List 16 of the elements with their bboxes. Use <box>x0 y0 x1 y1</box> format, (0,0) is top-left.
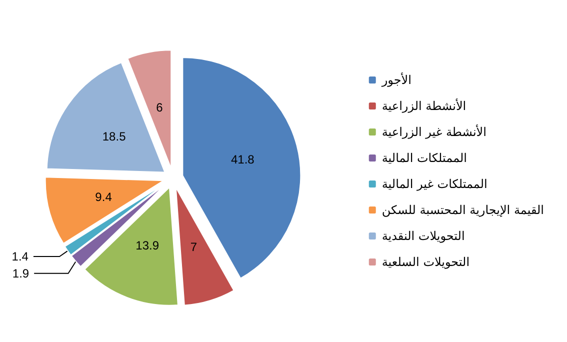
legend-label: التحويلات السلعية <box>382 255 470 269</box>
legend-label: الأنشطة الزراعية <box>382 98 466 113</box>
data-label: 41.8 <box>230 152 255 167</box>
data-label: 7 <box>190 240 198 254</box>
data-label: 6 <box>156 100 164 114</box>
legend-label: الممتلكات المالية <box>382 151 468 165</box>
data-label: 1.4 <box>12 250 29 264</box>
data-label: 9.4 <box>95 190 112 204</box>
legend-label: الأنشطة غير الزراعية <box>382 124 486 139</box>
data-label: 13.9 <box>136 238 160 252</box>
data-label: 18.5 <box>102 130 126 144</box>
legend-label: الأجور <box>380 72 412 87</box>
legend-label: التحويلات النقدية <box>382 229 465 243</box>
legend-label: القيمة الإيجارية المحتسبة للسكن <box>382 203 544 217</box>
data-label: 1.9 <box>12 266 30 280</box>
legend-label: الممتلكات غير المالية <box>382 177 488 191</box>
